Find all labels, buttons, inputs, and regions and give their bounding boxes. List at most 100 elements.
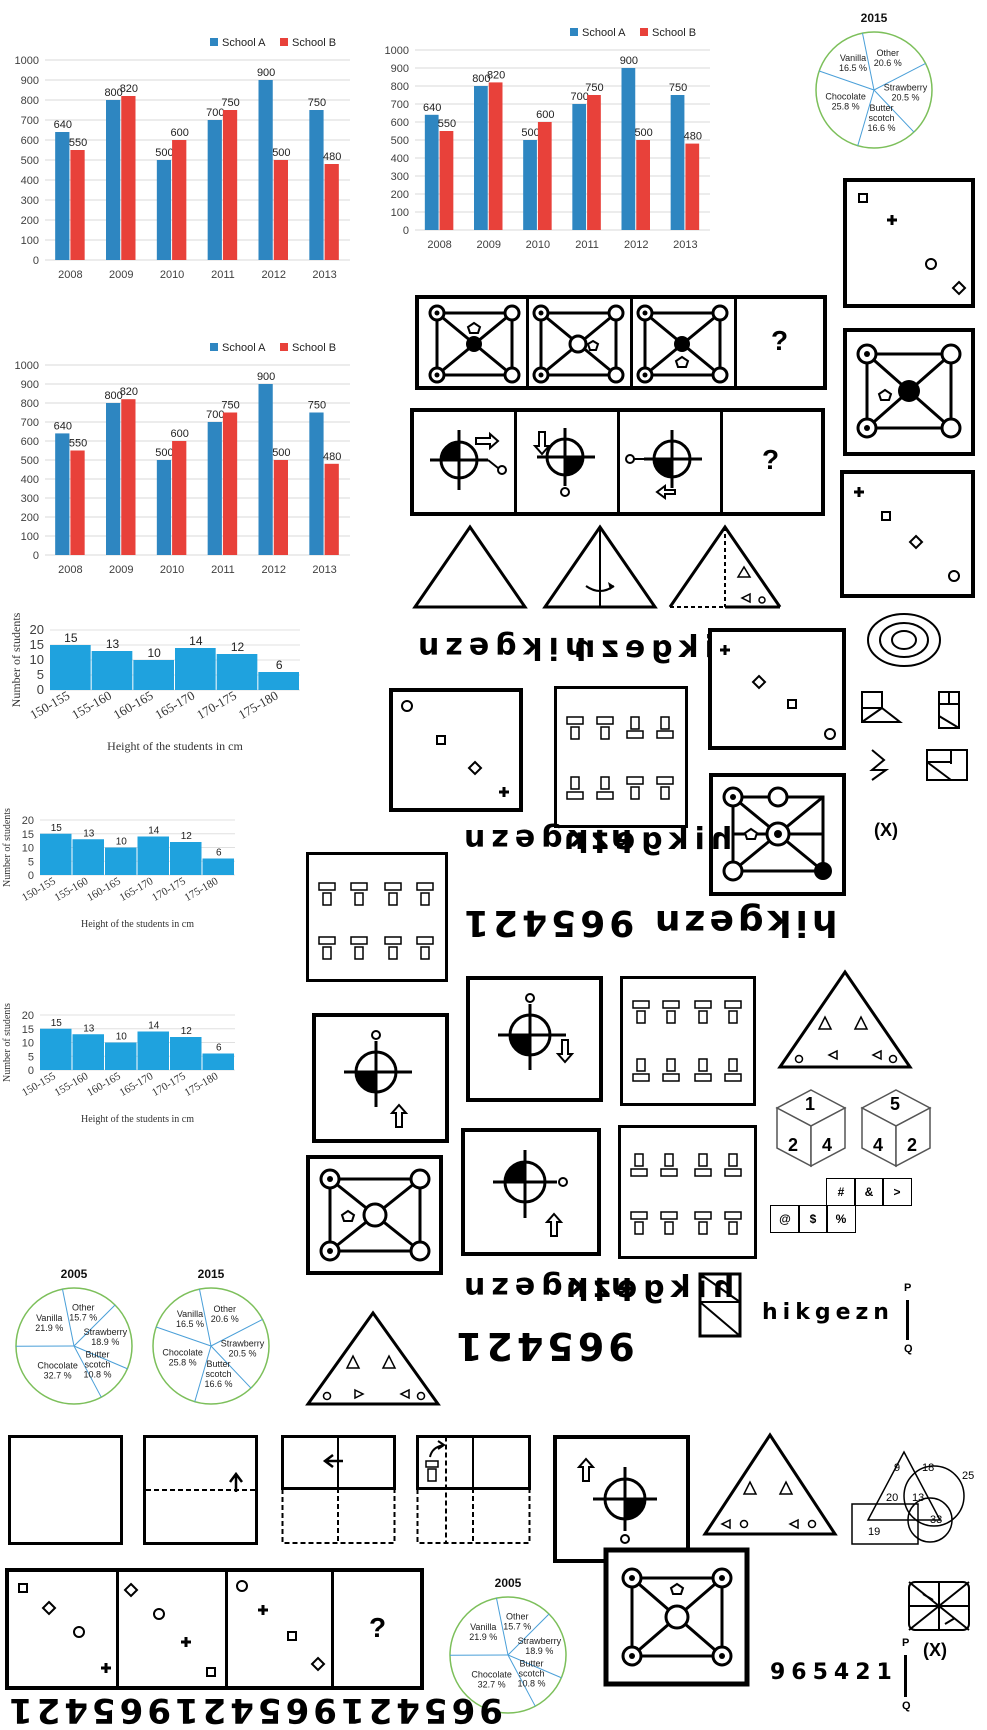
bar-school-a [309, 110, 323, 260]
scatter-series: ? [5, 1568, 424, 1690]
legend-label: School B [652, 27, 696, 39]
folded-square [698, 1272, 744, 1340]
target-answer-2-fig [470, 980, 599, 1098]
target-answer-1-fig [316, 1017, 445, 1139]
data-label: 15 [64, 631, 78, 645]
y-tick-label: 20 [22, 1010, 34, 1022]
scatter-frame-3 [228, 1572, 333, 1686]
x-tick-label: 2009 [109, 564, 133, 576]
network-answer-bottom [604, 1548, 749, 1686]
y-tick-label: 500 [21, 155, 39, 167]
x-tick-label: 155-160 [52, 1070, 90, 1099]
bar-school-b [274, 160, 288, 260]
data-label: 750 [585, 82, 603, 94]
data-label: 480 [323, 451, 341, 463]
venn-25: 25 [962, 1470, 974, 1482]
bar-school-a [259, 80, 273, 260]
data-label: 6 [216, 1043, 222, 1054]
y-tick-label: 600 [21, 135, 39, 147]
x-tick-label: 175-180 [182, 1070, 220, 1099]
digits-flipped-1: 965421 [452, 1324, 635, 1368]
target-answer-3 [461, 1128, 601, 1256]
y-tick-label: 300 [21, 195, 39, 207]
y-tick-label: 500 [21, 455, 39, 467]
question-mark: ? [771, 325, 788, 357]
x-tick-label: 155-160 [52, 875, 90, 904]
y-tick-label: 400 [391, 153, 409, 165]
scatter-symbols-4 [712, 632, 842, 746]
data-label: 12 [181, 1026, 193, 1037]
venn-9: 9 [894, 1462, 900, 1474]
data-label: 15 [51, 1018, 63, 1029]
y-tick-label: 15 [30, 637, 44, 652]
x-tick-label: 165-170 [152, 688, 197, 723]
bar-school-b [325, 164, 339, 260]
paper-fold-1 [8, 1435, 123, 1545]
histogram-bar [138, 1032, 170, 1071]
x-tick-label: 2012 [262, 564, 286, 576]
data-label: 750 [669, 82, 687, 94]
net-cell-6: % [826, 1205, 856, 1233]
scatter-box-1 [843, 178, 975, 308]
x-tick-label: 175-180 [236, 688, 281, 723]
data-label: 10 [116, 837, 128, 848]
bar-school-a [671, 95, 685, 230]
paper-fold-4 [416, 1435, 531, 1545]
data-label: 6 [276, 658, 283, 672]
data-label: 550 [438, 118, 456, 130]
y-tick-label: 200 [391, 189, 409, 201]
rect-pattern-4 [618, 1125, 757, 1259]
y-tick-label: 10 [30, 652, 44, 667]
school-bar-chart-3: 0100200300400500600700800900100020086405… [0, 335, 360, 585]
network-frame-1 [427, 305, 522, 383]
x-tick-label: 175-180 [182, 875, 220, 904]
histogram-bar [50, 645, 91, 690]
bar-school-a [157, 160, 171, 260]
target-answer-3-fig [465, 1132, 597, 1252]
histogram-bar [170, 1037, 202, 1070]
word-digits-flipped: hikgezn 965421 [460, 902, 838, 943]
target-frame-1 [414, 412, 514, 512]
bar-school-a [474, 86, 488, 230]
y-tick-label: 500 [391, 135, 409, 147]
target-frame-2 [517, 412, 617, 512]
data-label: 500 [155, 447, 173, 459]
y-tick-label: 800 [391, 81, 409, 93]
height-histogram-2: 0510152015150-15513155-16010160-16514165… [0, 815, 260, 955]
paper-fold-4-lines [416, 1435, 531, 1545]
legend-swatch [210, 38, 218, 46]
target-answer-1 [312, 1013, 449, 1143]
legend-label: School A [222, 342, 266, 354]
network-box-3 [306, 1155, 443, 1275]
scatter-box-3 [389, 688, 523, 812]
y-tick-label: 10 [22, 1038, 34, 1050]
x-tick-label: 2012 [624, 239, 648, 251]
question-mark-2: ? [762, 444, 779, 476]
venn-diagram: 9 18 25 20 13 33 19 [850, 1450, 985, 1565]
network-answer-box [843, 328, 975, 456]
data-label: 900 [257, 67, 275, 79]
bar-school-b [121, 399, 135, 555]
rect-pattern-1 [554, 686, 688, 828]
mirror-line-1 [906, 1300, 909, 1340]
y-tick-label: 1000 [385, 45, 409, 57]
legend-label: School A [222, 37, 266, 49]
data-label: 750 [221, 97, 239, 109]
bar-school-a [523, 140, 537, 230]
x-tick-label: 2008 [58, 564, 82, 576]
x-tick-label: 2013 [673, 239, 697, 251]
data-label: 500 [634, 127, 652, 139]
cube2-top: 5 [890, 1094, 900, 1115]
venn-33: 33 [930, 1514, 942, 1526]
cube-net: # & > @ $ % [770, 1178, 920, 1238]
word-plain: hikgezn [762, 1300, 894, 1325]
scatter-symbols-2 [844, 474, 971, 594]
x-tick-label: 150-155 [20, 1070, 58, 1099]
y-tick-label: 0 [37, 682, 44, 697]
